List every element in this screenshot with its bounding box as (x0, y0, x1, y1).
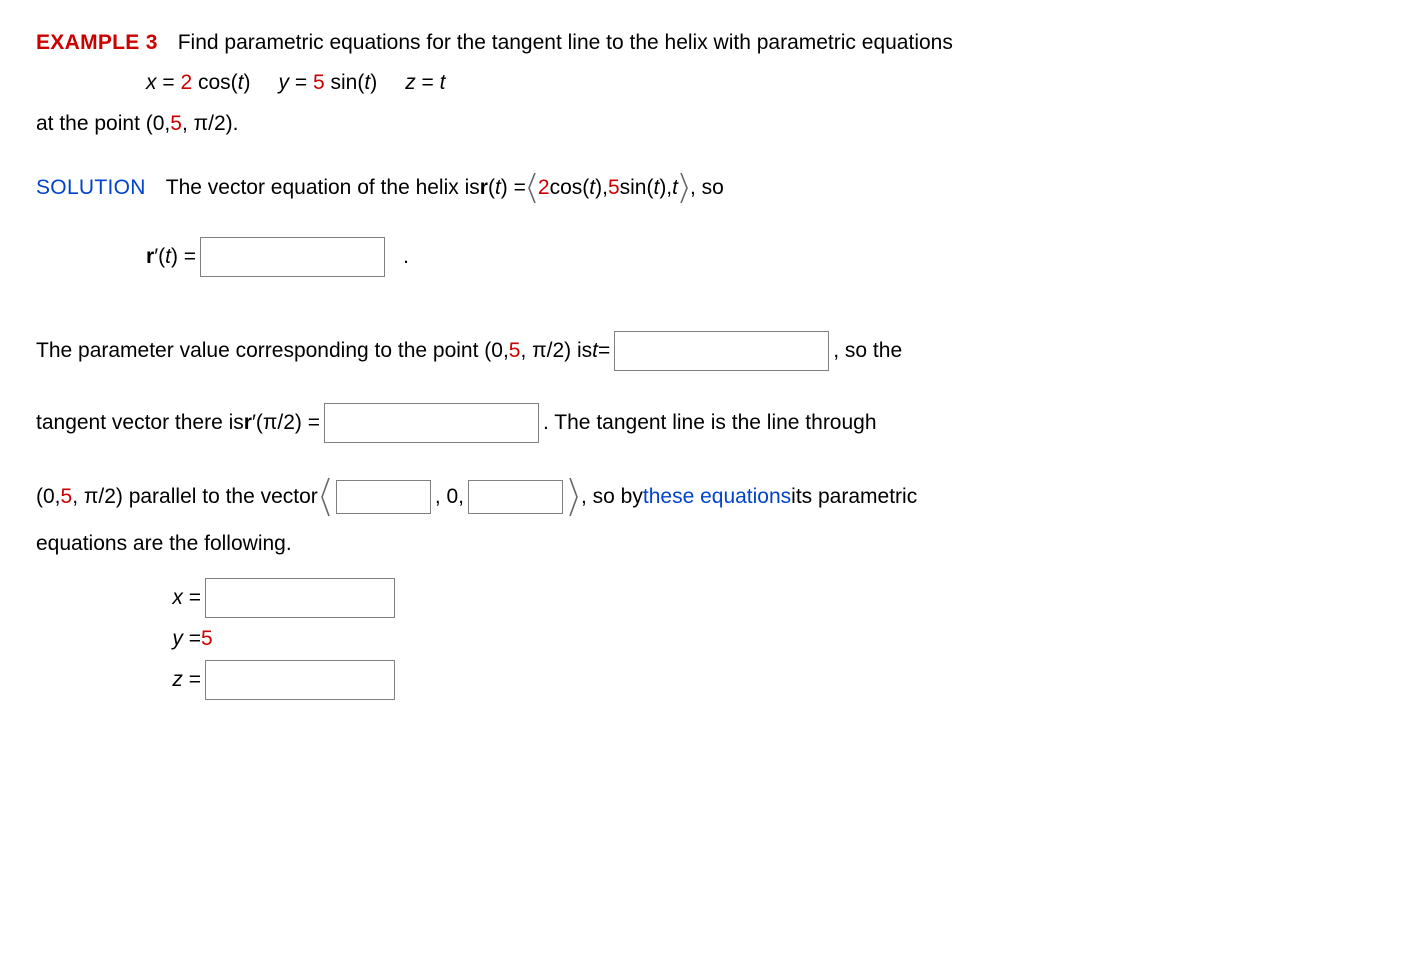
answer-blank-rprime[interactable] (200, 237, 385, 277)
answer-y-lhs: y = (146, 624, 201, 654)
answer-blank-rprime-val[interactable] (324, 403, 539, 443)
example-prompt: Find parametric equations for the tangen… (178, 28, 953, 58)
answer-blank-z[interactable] (205, 660, 395, 700)
angle-bracket-left-icon (526, 171, 538, 205)
answer-y-value: 5 (201, 624, 213, 654)
solution-line-1: SOLUTION The vector equation of the heli… (36, 171, 1380, 205)
answer-x-lhs: x = (146, 583, 201, 613)
angle-bracket-right-icon (678, 171, 690, 205)
sol-text-3a: tangent vector there is (36, 408, 244, 438)
tangent-vector-row: tangent vector there is r′(π/2) = . The … (36, 403, 1380, 443)
rprime-row: r′(t) = . (36, 237, 1380, 277)
at-point-red: 5 (170, 109, 182, 139)
answer-equations: x = y = 5 z = (36, 578, 1380, 700)
period: . (403, 242, 409, 272)
equations-following-row: equations are the following. (36, 529, 1380, 559)
at-point-prefix: at the point (0, (36, 109, 170, 139)
eq-y: y = 5 sin(t) (279, 68, 378, 98)
eq-x: x = 2 cos(t) (146, 68, 251, 98)
answer-z-row: z = (146, 660, 1380, 700)
answer-blank-x[interactable] (205, 578, 395, 618)
at-point-suffix: , π/2). (182, 109, 239, 139)
parallel-vector-row: (0, 5 , π/2) parallel to the vector , 0,… (36, 475, 1380, 519)
coef-x: 2 (180, 71, 192, 94)
answer-x-row: x = (146, 578, 1380, 618)
rprime-r: r (146, 242, 154, 272)
sol-text-5: equations are the following. (36, 529, 292, 559)
sol-text-1: The vector equation of the helix is (166, 173, 480, 203)
vec-r: r (480, 173, 488, 203)
parametric-equations-row: x = 2 cos(t) y = 5 sin(t) z = t (36, 68, 1380, 98)
coef-y: 5 (313, 71, 325, 94)
these-equations-link[interactable]: these equations (643, 482, 791, 512)
var-z: z (405, 71, 416, 94)
sol-text-4c: , so by (581, 482, 643, 512)
var-y: y (279, 71, 290, 94)
solution-label: SOLUTION (36, 173, 146, 203)
example-heading-row: EXAMPLE 3 Find parametric equations for … (36, 28, 1380, 58)
vector-blank-group: , 0, (318, 475, 581, 519)
sol-text-3c: . The tangent line is the line through (543, 408, 877, 438)
sol-text-4a: (0, (36, 482, 61, 512)
angle-bracket-left-icon (318, 475, 332, 519)
var-x: x (146, 71, 157, 94)
at-point-row: at the point (0, 5 , π/2). (36, 109, 1380, 139)
answer-z-lhs: z = (146, 665, 201, 695)
vector-expression: 2 cos(t), 5 sin(t), t (526, 171, 690, 205)
angle-bracket-right-icon (567, 475, 581, 519)
vec-zero: , 0, (435, 482, 464, 512)
eq-z: z = t (405, 68, 445, 98)
sol-text-1-end: , so (690, 173, 724, 203)
answer-blank-vec-z[interactable] (468, 480, 563, 514)
answer-blank-vec-x[interactable] (336, 480, 431, 514)
sol-text-2a: The parameter value corresponding to the… (36, 336, 509, 366)
sol-text-4d: its parametric (791, 482, 917, 512)
sol-text-2d: , so the (833, 336, 902, 366)
answer-y-row: y = 5 (146, 624, 1380, 654)
example-label: EXAMPLE 3 (36, 28, 158, 58)
answer-blank-tvalue[interactable] (614, 331, 829, 371)
param-value-row: The parameter value corresponding to the… (36, 331, 1380, 371)
